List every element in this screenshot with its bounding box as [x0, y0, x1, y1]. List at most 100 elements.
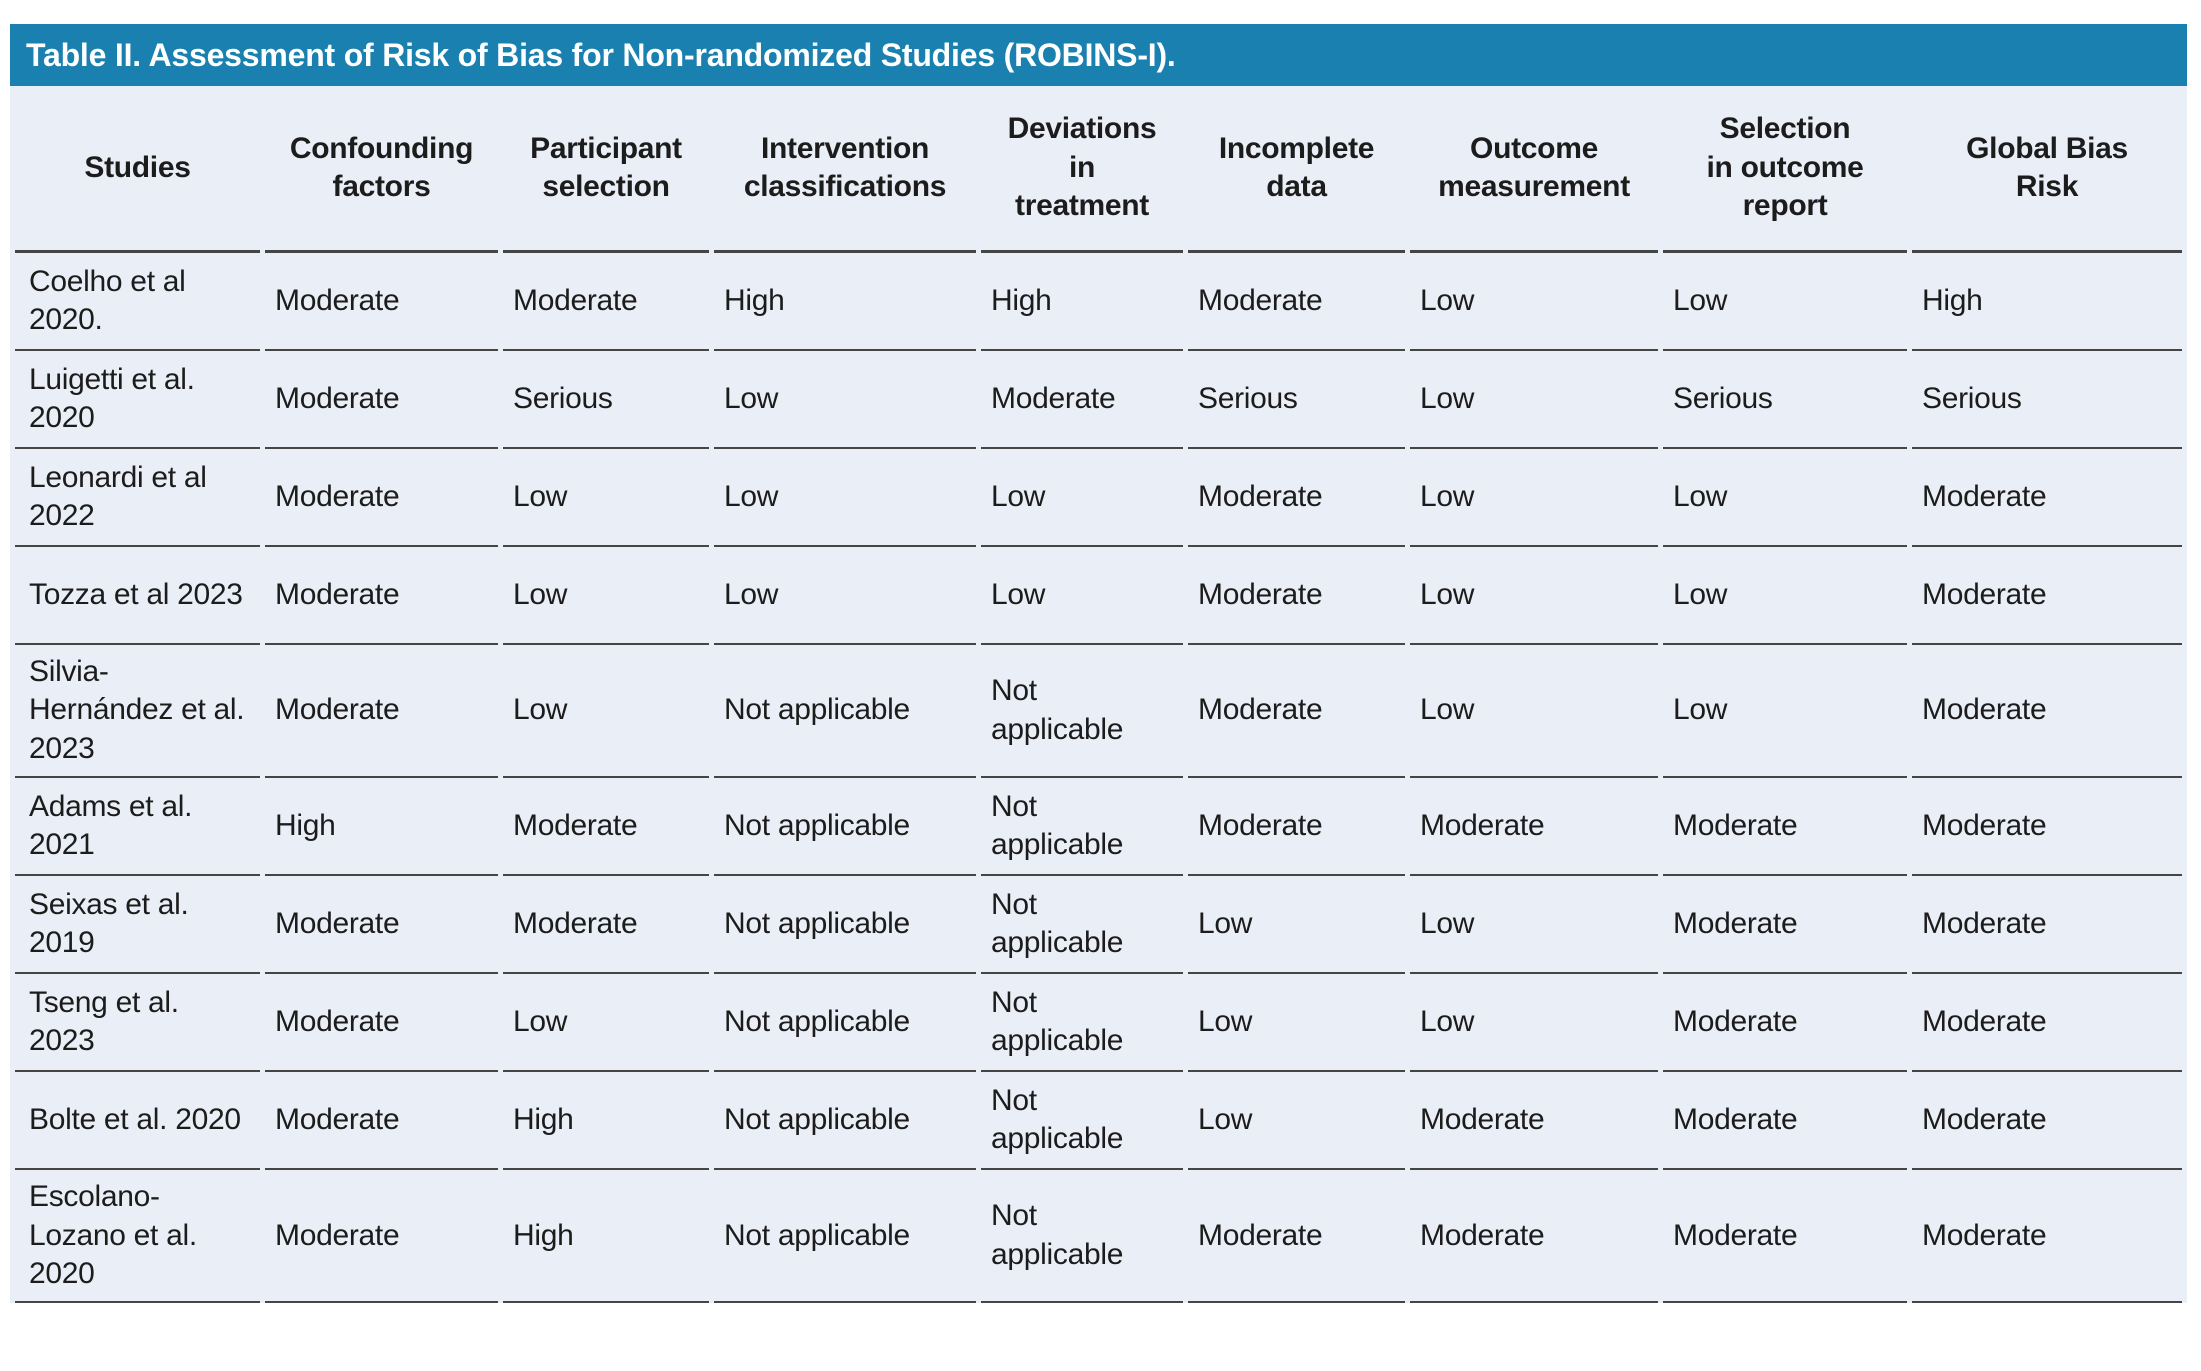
study-name-cell: Seixas et al. 2019 [15, 876, 260, 975]
risk-cell: Moderate [1912, 645, 2182, 779]
risk-cell: Moderate [1410, 778, 1658, 877]
risk-cell: Not applicable [981, 876, 1183, 975]
risk-cell: Moderate [265, 645, 498, 779]
risk-cell: Not applicable [714, 1072, 976, 1171]
risk-cell: Not applicable [981, 1072, 1183, 1171]
risk-cell: Moderate [981, 351, 1183, 449]
risk-cell: Not applicable [981, 974, 1183, 1073]
table-row: Bolte et al. 2020 Moderate High Not appl… [15, 1072, 2182, 1171]
risk-cell: Low [1410, 547, 1658, 645]
risk-cell: Moderate [1188, 547, 1405, 645]
risk-cell: Moderate [265, 1170, 498, 1304]
column-header-deviations-in-treatment: Deviations in treatment [981, 86, 1183, 253]
study-name-cell: Leonardi et al 2022 [15, 449, 260, 547]
risk-cell: Low [1663, 645, 1907, 779]
study-name-cell: Escolano-Lozano et al. 2020 [15, 1170, 260, 1304]
risk-cell: Moderate [1663, 876, 1907, 975]
risk-cell: Moderate [503, 778, 709, 877]
robins-risk-of-bias-table: Studies Confounding factors Participant … [10, 86, 2187, 1304]
column-header-intervention-classifications: Intervention classifications [714, 86, 976, 253]
risk-cell: Low [1410, 351, 1658, 449]
risk-cell: Moderate [1912, 876, 2182, 975]
risk-cell: Moderate [1912, 974, 2182, 1073]
column-header-confounding-factors: Confounding factors [265, 86, 498, 253]
risk-cell: Low [1410, 253, 1658, 351]
risk-cell: Moderate [265, 974, 498, 1073]
risk-cell: Moderate [1188, 778, 1405, 877]
risk-cell: Moderate [1912, 778, 2182, 877]
study-name-cell: Adams et al. 2021 [15, 778, 260, 877]
table-row: Luigetti et al. 2020 Moderate Serious Lo… [15, 351, 2182, 449]
table-row: Seixas et al. 2019 Moderate Moderate Not… [15, 876, 2182, 975]
risk-cell: Moderate [1663, 1170, 1907, 1304]
risk-cell: Moderate [1912, 1072, 2182, 1171]
study-name-cell: Bolte et al. 2020 [15, 1072, 260, 1171]
table-row: Silvia-Hernández et al. 2023 Moderate Lo… [15, 645, 2182, 779]
risk-cell: Moderate [1912, 449, 2182, 547]
risk-cell: Moderate [265, 1072, 498, 1171]
risk-cell: Low [503, 645, 709, 779]
risk-cell: Moderate [1188, 1170, 1405, 1304]
study-name-cell: Tozza et al 2023 [15, 547, 260, 645]
risk-cell: High [503, 1170, 709, 1304]
risk-cell: Moderate [1188, 645, 1405, 779]
risk-cell: Moderate [503, 253, 709, 351]
table-row: Leonardi et al 2022 Moderate Low Low Low… [15, 449, 2182, 547]
risk-cell: Serious [1912, 351, 2182, 449]
risk-cell: Low [1663, 449, 1907, 547]
risk-cell: Moderate [265, 876, 498, 975]
risk-cell: Not applicable [714, 778, 976, 877]
column-header-studies: Studies [15, 86, 260, 253]
column-header-global-bias-risk: Global Bias Risk [1912, 86, 2182, 253]
risk-cell: Moderate [503, 876, 709, 975]
risk-cell: Low [714, 547, 976, 645]
risk-cell: Low [1188, 974, 1405, 1073]
risk-cell: Serious [1188, 351, 1405, 449]
risk-cell: Low [981, 547, 1183, 645]
risk-cell: Low [1188, 876, 1405, 975]
risk-cell: Not applicable [714, 1170, 976, 1304]
risk-cell: Low [1663, 547, 1907, 645]
table-row: Tozza et al 2023 Moderate Low Low Low Mo… [15, 547, 2182, 645]
risk-cell: Not applicable [981, 1170, 1183, 1304]
risk-cell: Not applicable [714, 974, 976, 1073]
risk-cell: Moderate [1663, 778, 1907, 877]
study-name-cell: Silvia-Hernández et al. 2023 [15, 645, 260, 779]
risk-cell: Serious [1663, 351, 1907, 449]
risk-cell: Moderate [1188, 253, 1405, 351]
study-name-cell: Luigetti et al. 2020 [15, 351, 260, 449]
risk-cell: Low [1410, 974, 1658, 1073]
risk-cell: High [981, 253, 1183, 351]
risk-cell: High [503, 1072, 709, 1171]
study-name-cell: Coelho et al 2020. [15, 253, 260, 351]
risk-cell: Moderate [1663, 974, 1907, 1073]
risk-cell: High [265, 778, 498, 877]
table-container: Table II. Assessment of Risk of Bias for… [10, 24, 2187, 1304]
risk-cell: Low [714, 449, 976, 547]
column-header-selection-in-outcome-report: Selection in outcome report [1663, 86, 1907, 253]
risk-cell: Not applicable [714, 876, 976, 975]
risk-cell: Low [981, 449, 1183, 547]
risk-cell: Moderate [1663, 1072, 1907, 1171]
risk-cell: Serious [503, 351, 709, 449]
risk-cell: High [714, 253, 976, 351]
risk-cell: Low [1410, 876, 1658, 975]
risk-cell: Moderate [1410, 1072, 1658, 1171]
risk-cell: Low [1663, 253, 1907, 351]
column-header-incomplete-data: Incomplete data [1188, 86, 1405, 253]
risk-cell: Low [503, 974, 709, 1073]
risk-cell: Not applicable [714, 645, 976, 779]
table-row: Tseng et al. 2023 Moderate Low Not appli… [15, 974, 2182, 1073]
study-name-cell: Tseng et al. 2023 [15, 974, 260, 1073]
risk-cell: High [1912, 253, 2182, 351]
column-header-participant-selection: Participant selection [503, 86, 709, 253]
risk-cell: Low [1188, 1072, 1405, 1171]
risk-cell: Low [503, 547, 709, 645]
risk-cell: Low [714, 351, 976, 449]
risk-cell: Moderate [265, 547, 498, 645]
risk-cell: Not applicable [981, 778, 1183, 877]
risk-cell: Low [1410, 449, 1658, 547]
header-row: Studies Confounding factors Participant … [15, 86, 2182, 253]
risk-cell: Moderate [265, 449, 498, 547]
table-title: Table II. Assessment of Risk of Bias for… [26, 36, 1176, 73]
